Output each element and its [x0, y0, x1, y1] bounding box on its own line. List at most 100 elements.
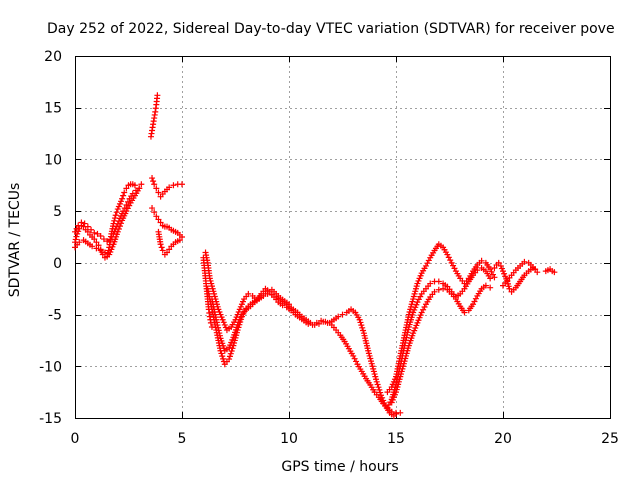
data-point — [397, 409, 404, 416]
data-point — [93, 245, 100, 252]
series-n — [388, 282, 494, 406]
data-point — [75, 222, 82, 229]
data-point — [219, 353, 226, 360]
y-tick-label: 0 — [53, 256, 62, 272]
data-point — [435, 278, 442, 285]
data-point — [118, 220, 125, 227]
data-point — [376, 386, 383, 393]
y-axis-label: SDTVAR / TECUs — [7, 183, 23, 298]
data-point — [170, 182, 177, 189]
data-point — [100, 236, 107, 243]
data-point — [268, 291, 275, 298]
x-tick-label: 15 — [387, 431, 405, 447]
data-point — [138, 181, 145, 188]
data-point — [179, 181, 185, 188]
data-point — [101, 249, 108, 256]
series-e — [149, 175, 185, 200]
data-point — [335, 313, 342, 320]
data-point — [213, 319, 220, 326]
data-point — [357, 319, 364, 326]
data-point — [403, 334, 410, 341]
data-point — [107, 237, 114, 244]
data-point — [226, 356, 233, 363]
data-point — [388, 408, 395, 415]
data-point — [478, 257, 485, 264]
data-point — [521, 258, 528, 265]
y-tick-label: 20 — [44, 49, 62, 65]
data-point — [491, 265, 498, 272]
data-point — [491, 274, 498, 281]
data-point — [226, 353, 233, 360]
data-point — [214, 322, 221, 329]
data-point — [286, 301, 292, 308]
data-point — [551, 269, 558, 276]
data-point — [440, 285, 447, 292]
x-tick-label: 0 — [71, 431, 80, 447]
data-point — [78, 219, 85, 226]
data-point — [220, 355, 227, 362]
series-q — [542, 266, 558, 276]
data-point — [166, 246, 173, 253]
data-point — [373, 378, 380, 385]
data-point — [121, 189, 128, 196]
data-point — [320, 318, 327, 325]
data-point — [72, 236, 79, 243]
data-point — [506, 285, 513, 292]
data-point — [404, 331, 411, 338]
x-tick-label: 20 — [494, 431, 512, 447]
data-point — [229, 345, 236, 352]
data-point — [123, 201, 130, 208]
data-point — [218, 350, 225, 357]
data-point — [157, 219, 164, 226]
data-point — [94, 230, 101, 237]
y-tick-label: -5 — [48, 308, 62, 324]
data-point — [136, 185, 143, 192]
data-point — [89, 243, 96, 250]
data-point — [159, 247, 166, 254]
data-point — [116, 223, 123, 230]
data-point — [95, 242, 102, 249]
data-point — [245, 290, 252, 297]
data-point — [72, 228, 78, 235]
data-point — [119, 195, 126, 202]
data-point — [179, 234, 185, 240]
data-point — [151, 209, 158, 216]
y-tick-label: 10 — [44, 152, 62, 168]
y-tick-label: -15 — [39, 411, 62, 427]
data-point — [93, 239, 100, 246]
series-g — [155, 228, 183, 258]
tick-labels: 0 5 10 15 20 25 -15 -10 -5 0 5 10 15 20 — [39, 49, 619, 447]
data-point — [81, 220, 88, 227]
data-point — [215, 327, 222, 334]
data-point — [534, 269, 541, 276]
data-point — [227, 350, 234, 357]
data-point — [404, 329, 411, 336]
series-c — [72, 181, 145, 258]
data-point — [97, 247, 104, 254]
data-point — [97, 232, 104, 239]
data-point — [216, 330, 223, 337]
data-point — [215, 324, 222, 331]
y-tick-label: 5 — [53, 204, 62, 220]
data-point — [358, 322, 365, 329]
data-point — [435, 286, 442, 293]
data-point — [324, 319, 331, 326]
data-point — [123, 185, 130, 192]
data-point — [307, 319, 314, 326]
data-point — [374, 381, 381, 388]
data-point — [208, 323, 215, 330]
series-f — [149, 205, 185, 240]
data-point — [91, 236, 98, 243]
data-point — [176, 237, 183, 244]
data-point — [360, 327, 367, 334]
data-point — [377, 389, 384, 396]
data-point — [495, 259, 502, 266]
data-point — [124, 198, 131, 205]
data-point — [311, 321, 318, 328]
data-point — [264, 288, 271, 295]
x-axis-label: GPS time / hours — [281, 459, 398, 475]
data-point — [115, 225, 122, 232]
data-point — [166, 184, 173, 191]
chart-title: Day 252 of 2022, Sidereal Day-to-day VTE… — [47, 21, 615, 37]
